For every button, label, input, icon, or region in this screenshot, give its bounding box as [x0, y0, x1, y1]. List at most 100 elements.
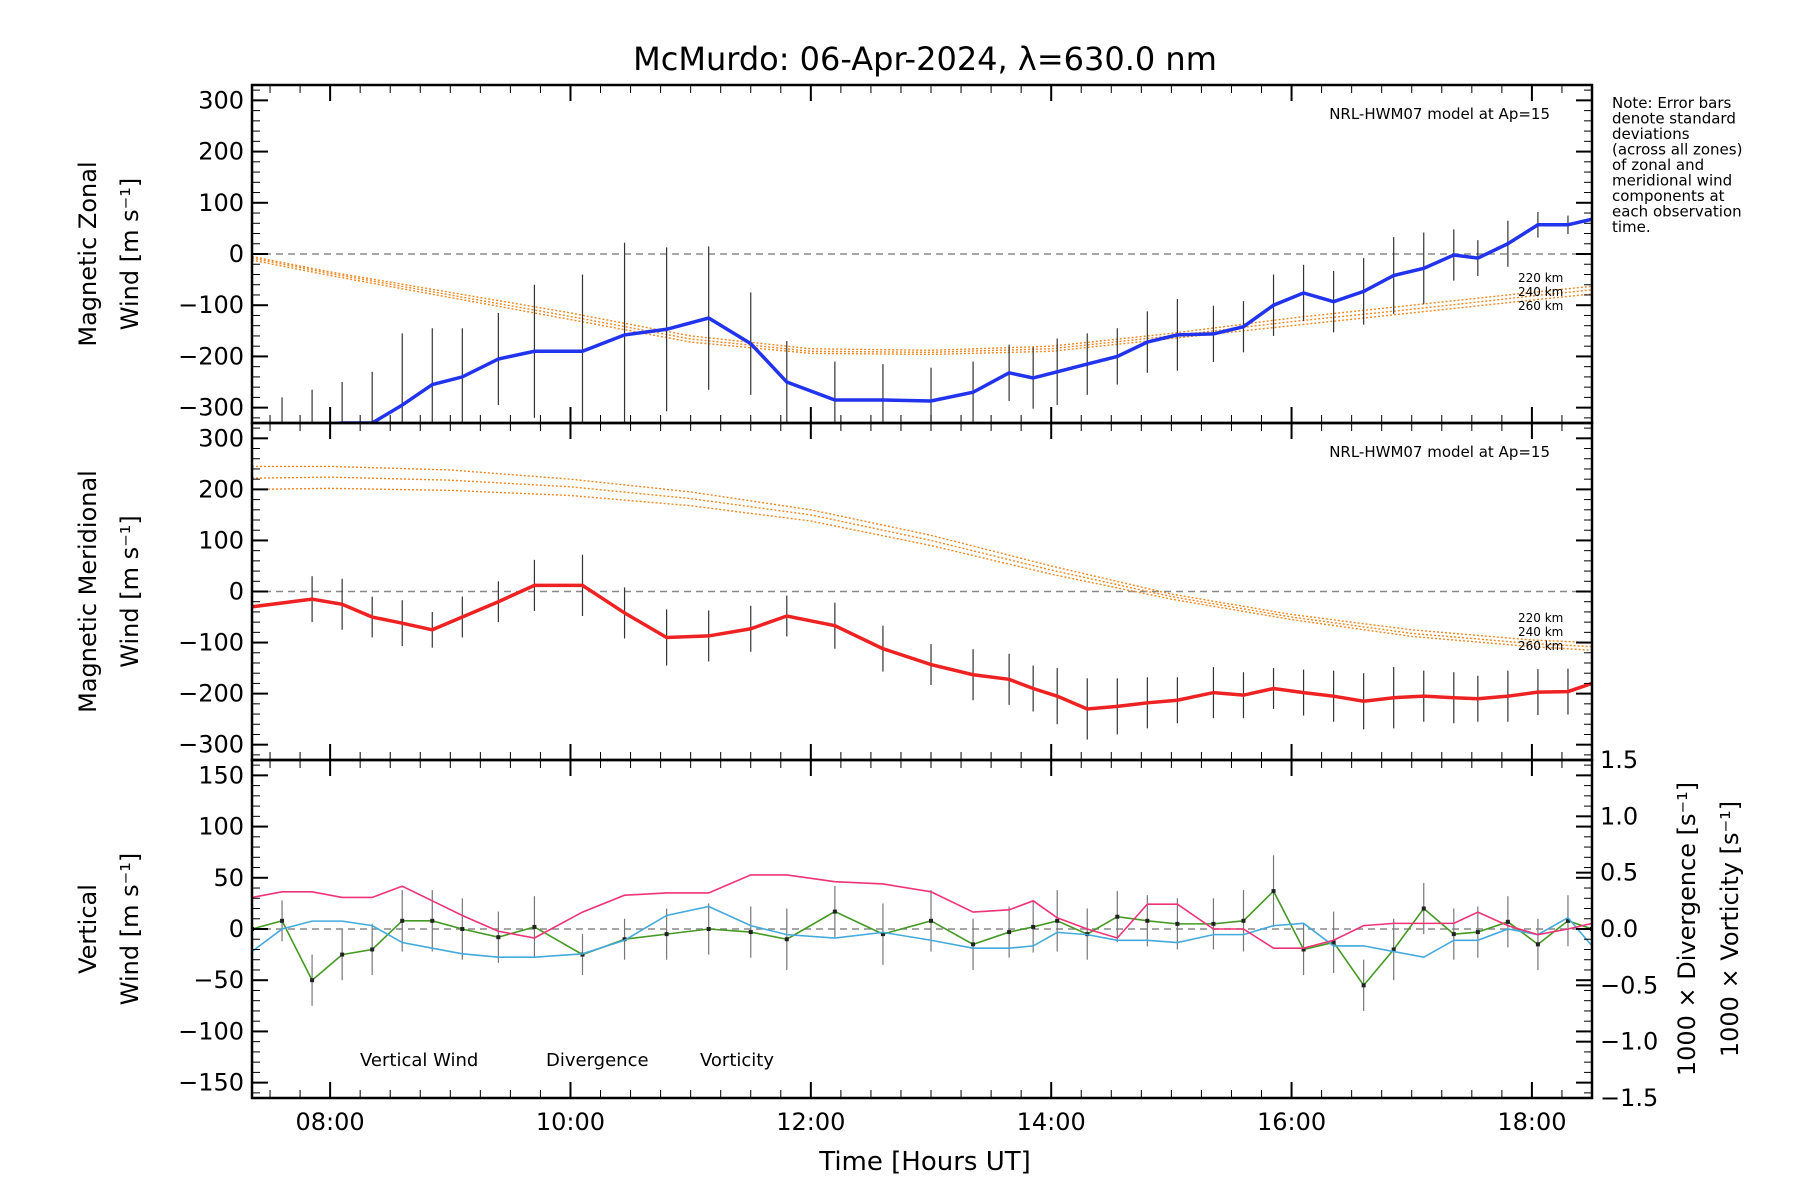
model-curve-260km — [252, 259, 1592, 356]
data-point — [1475, 930, 1480, 935]
model-label: NRL-HWM07 model at Ap=15 — [1329, 105, 1550, 123]
data-point — [496, 935, 501, 940]
data-point — [310, 978, 315, 983]
y-tick-label: −100 — [178, 291, 244, 319]
model-curve-220km — [252, 465, 1592, 644]
data-point — [1055, 918, 1060, 923]
y-tick-label: 300 — [198, 424, 244, 452]
plot-area — [252, 212, 1592, 423]
model-curve-240km — [252, 476, 1592, 648]
y-axis-label: Vertical Wind [m s⁻¹] — [74, 853, 144, 1005]
plot-area — [252, 465, 1592, 740]
data-point — [1565, 918, 1570, 923]
model-altitude-label: 240 km — [1518, 285, 1563, 299]
right-tick-label: 0.5 — [1600, 859, 1638, 887]
model-altitude-label: 220 km — [1518, 271, 1563, 285]
data-point — [1145, 918, 1150, 923]
legend-entry: Divergence — [546, 1050, 649, 1071]
model-curve-220km — [252, 255, 1592, 351]
x-axis-ticks — [269, 85, 1593, 423]
y-tick-label: 150 — [198, 761, 244, 789]
note-line: of zonal and — [1612, 156, 1704, 174]
y-axis-label-line: Wind [m s⁻¹] — [116, 178, 144, 330]
divergence-axis-label-text: 1000 × Divergence [s⁻¹] — [1673, 782, 1701, 1076]
y-tick-label: 100 — [198, 526, 244, 554]
x-axis-ticks — [269, 760, 1593, 1098]
data-point — [1505, 919, 1510, 924]
right-tick-label: −1.0 — [1600, 1028, 1658, 1056]
data-point — [664, 932, 669, 937]
right-tick-label: −0.5 — [1600, 971, 1658, 999]
panel-frame — [250, 758, 1594, 1100]
data-point — [622, 937, 627, 942]
y-tick-label: −300 — [178, 731, 244, 759]
note-line: each observation — [1612, 203, 1742, 221]
y-tick-label: −200 — [178, 342, 244, 370]
right-tick-label: 1.0 — [1600, 802, 1638, 830]
legend-entry: Vertical Wind — [360, 1050, 478, 1071]
vorticity-axis-label: 1000 × Vorticity [s⁻¹] — [1716, 801, 1744, 1057]
data-point — [1115, 914, 1120, 919]
x-tick-label: 12:00 — [776, 1108, 845, 1136]
y-axis-label-line: Magnetic Meridional — [74, 470, 102, 713]
y-tick-label: 300 — [198, 86, 244, 114]
series-line-vorticity — [252, 874, 1592, 949]
data-point — [832, 909, 837, 914]
note-line: deviations — [1612, 125, 1690, 143]
model-curve-240km — [252, 257, 1592, 354]
data-point — [1301, 947, 1306, 952]
x-tick-label: 14:00 — [1017, 1108, 1086, 1136]
model-altitude-label: 260 km — [1518, 639, 1563, 653]
data-point — [1031, 924, 1036, 929]
data-point — [400, 918, 405, 923]
divergence-axis-label: 1000 × Divergence [s⁻¹] — [1673, 782, 1701, 1076]
right-axis-ticks: 1.5 1.0 0.5 0.0 −0.5 −1.0 −1.5 — [1576, 746, 1658, 1112]
plot-area — [252, 855, 1592, 1011]
series-line — [321, 217, 1592, 423]
vertical-panel: 150 100 50 0 −50 −100 −150 Vertical Wind [m s⁻¹]… — [74, 746, 1744, 1112]
x-tick-label: 10:00 — [536, 1108, 605, 1136]
note-line: meridional wind — [1612, 172, 1732, 190]
series-line-divergence — [252, 905, 1592, 959]
y-tick-label: 100 — [198, 189, 244, 217]
x-axis-ticks — [269, 423, 1593, 760]
model-altitude-label: 260 km — [1518, 299, 1563, 313]
y-tick-label: 0 — [229, 240, 244, 268]
y-axis-ticks: 300 200 100 0 −100 −200 −300 — [178, 424, 1592, 759]
model-altitude-label: 220 km — [1518, 611, 1563, 625]
data-point — [1211, 921, 1216, 926]
y-tick-label: −50 — [193, 966, 244, 994]
x-tick-label: 08:00 — [296, 1108, 365, 1136]
y-axis-ticks: 150 100 50 0 −50 −100 −150 — [178, 761, 1592, 1097]
data-point — [1241, 918, 1246, 923]
note-line: (across all zones) — [1612, 141, 1742, 159]
y-axis-ticks: 300 200 100 0 −100 −200 −300 — [178, 86, 1592, 422]
x-tick-labels: 08:00 10:00 12:00 14:00 16:00 18:00 — [296, 1108, 1567, 1136]
data-point — [1007, 930, 1012, 935]
data-point — [460, 927, 465, 931]
note-line: components at — [1612, 187, 1725, 205]
y-axis-label-line: Magnetic Zonal — [74, 161, 102, 346]
data-point — [971, 942, 976, 947]
data-point — [1361, 983, 1366, 988]
data-point — [1391, 947, 1396, 952]
y-axis-label: Magnetic Meridional Wind [m s⁻¹] — [74, 470, 144, 713]
right-tick-label: −1.5 — [1600, 1084, 1658, 1112]
y-tick-label: −200 — [178, 680, 244, 708]
data-point — [580, 952, 585, 957]
zonal-panel: 300 200 100 0 −100 −200 −300 Magnetic Zonal Wind… — [74, 83, 1594, 425]
vorticity-axis-label-text: 1000 × Vorticity [s⁻¹] — [1716, 801, 1744, 1057]
y-tick-label: 0 — [229, 578, 244, 606]
x-tick-label: 16:00 — [1257, 1108, 1326, 1136]
data-point — [1331, 940, 1336, 945]
data-point — [430, 918, 435, 923]
data-point — [748, 930, 753, 935]
data-point — [706, 927, 711, 931]
data-point — [1535, 942, 1540, 947]
note-line: time. — [1612, 218, 1651, 236]
model-label: NRL-HWM07 model at Ap=15 — [1329, 443, 1550, 461]
data-point — [1175, 921, 1180, 926]
data-point — [880, 932, 885, 937]
